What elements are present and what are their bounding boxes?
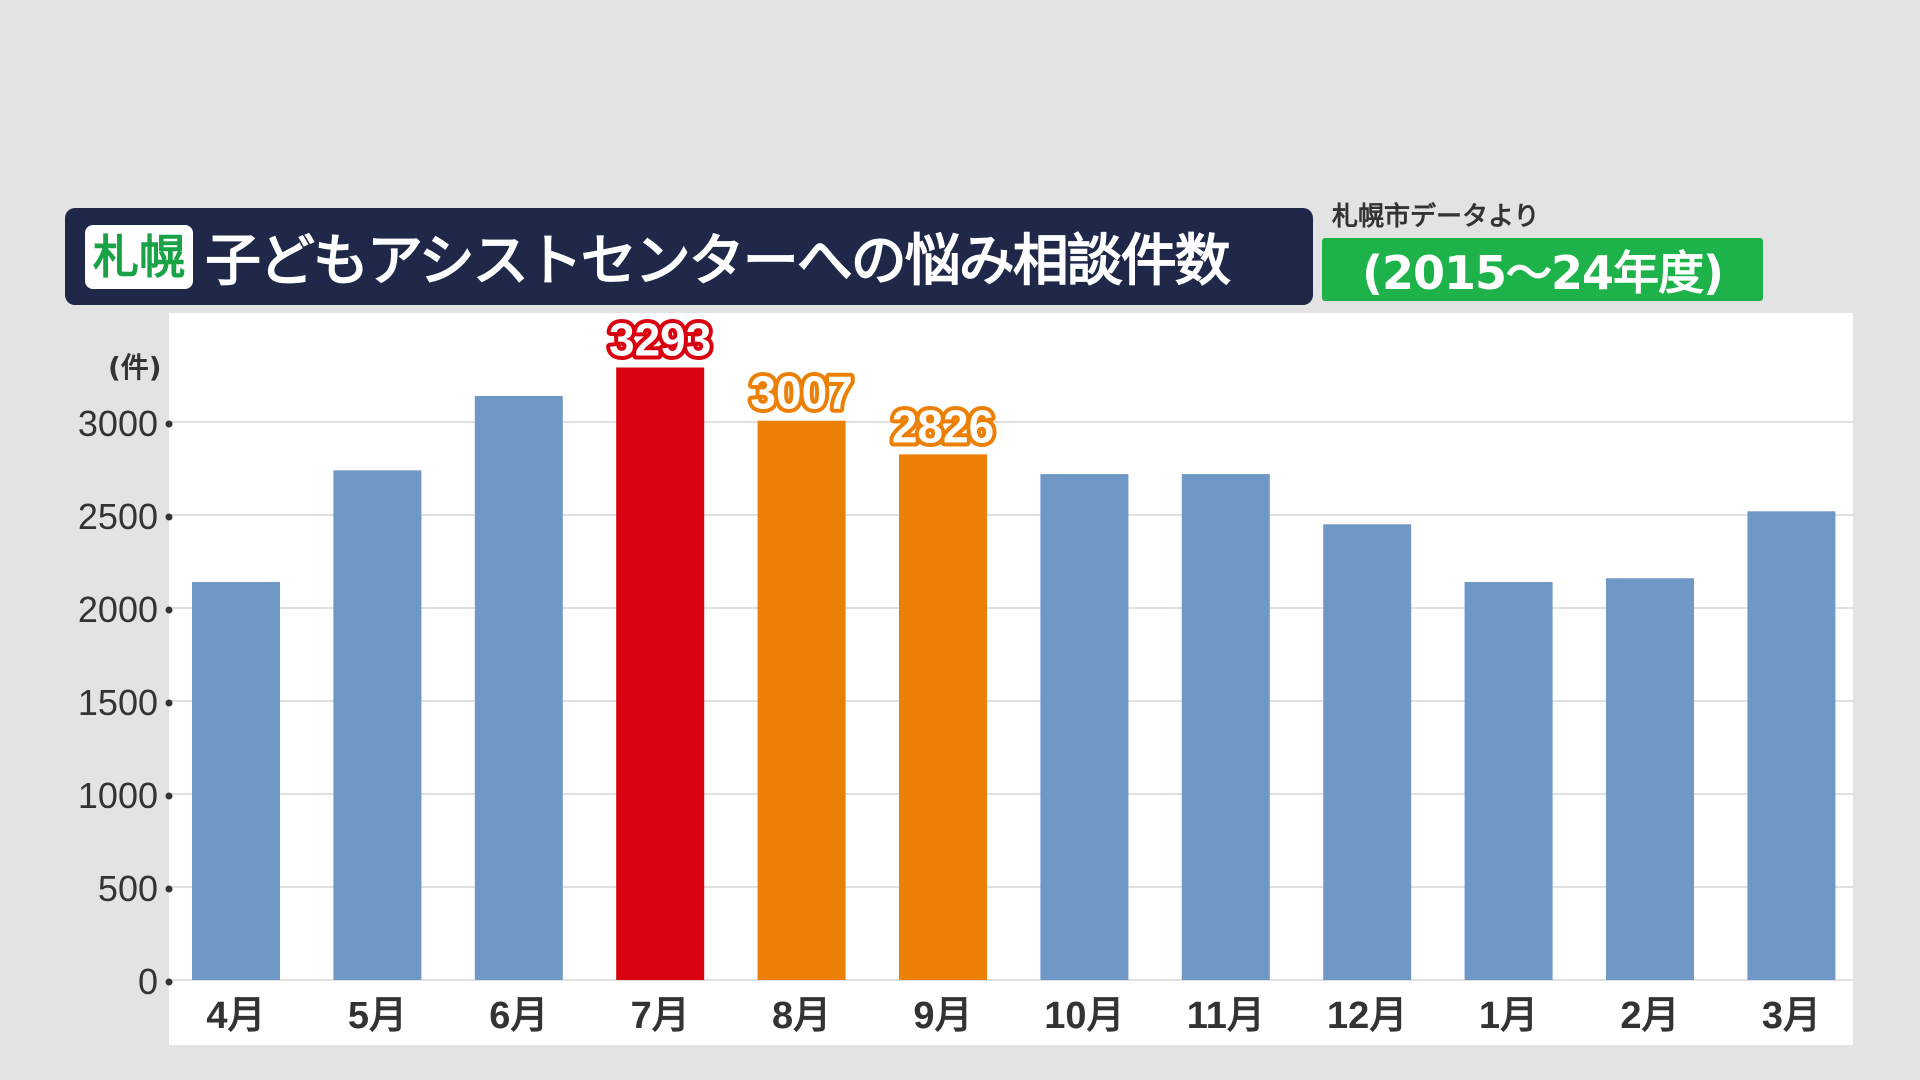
tick-dot [165,699,173,707]
bar-10月 [1040,474,1129,980]
x-tick-label: 2月 [1620,995,1679,1037]
tick-dot [165,885,173,893]
period-badge: (2015〜24年度) [1322,238,1763,301]
bar-12月 [1323,524,1412,980]
bar-6月 [474,395,563,981]
x-tick-label: 10月 [1044,995,1124,1037]
x-tick-label: 4月 [206,995,265,1037]
x-tick-label: 12月 [1327,995,1407,1037]
x-tick-label: 1月 [1479,995,1538,1037]
tick-dot [165,513,173,521]
x-tick-label: 6月 [489,995,548,1037]
bar-3月 [1747,511,1836,980]
chart-panel [169,313,1853,1045]
bar-8月 [757,420,846,980]
data-label: 2826 [892,400,994,452]
source-note: 札幌市データより [1332,202,1540,232]
x-tick-label: 5月 [348,995,407,1037]
city-badge: 札幌 [85,224,193,289]
y-tick-label: 2000 [78,589,158,630]
title-bar: 札幌 子どもアシストセンターへの悩み相談件数 [65,208,1313,305]
bar-7月 [616,367,705,980]
y-axis-unit: (件) [108,351,162,384]
chart-title: 子どもアシストセンターへの悩み相談件数 [205,229,1231,294]
tick-dot [165,978,173,986]
y-tick-label: 3000 [78,403,158,444]
bar-4月 [192,581,280,980]
tick-dot [165,420,173,428]
x-tick-label: 9月 [913,995,972,1037]
y-tick-label: 2500 [78,496,158,537]
bar-9月 [899,454,987,980]
x-tick-label: 8月 [772,995,831,1037]
tick-dot [165,792,173,800]
data-label: 3007 [750,367,852,419]
y-tick-label: 1500 [78,682,158,723]
x-tick-label: 7月 [631,995,690,1037]
x-tick-label: 11月 [1187,995,1265,1037]
y-tick-label: 500 [98,868,158,909]
y-tick-label: 0 [138,961,158,1002]
bar-2月 [1606,578,1694,980]
bar-1月 [1464,581,1553,980]
bar-5月 [333,470,422,980]
tick-dot [165,606,173,614]
data-label: 3293 [609,314,711,366]
x-tick-label: 3月 [1762,995,1821,1037]
bar-11月 [1181,474,1270,980]
y-tick-label: 1000 [78,775,158,816]
